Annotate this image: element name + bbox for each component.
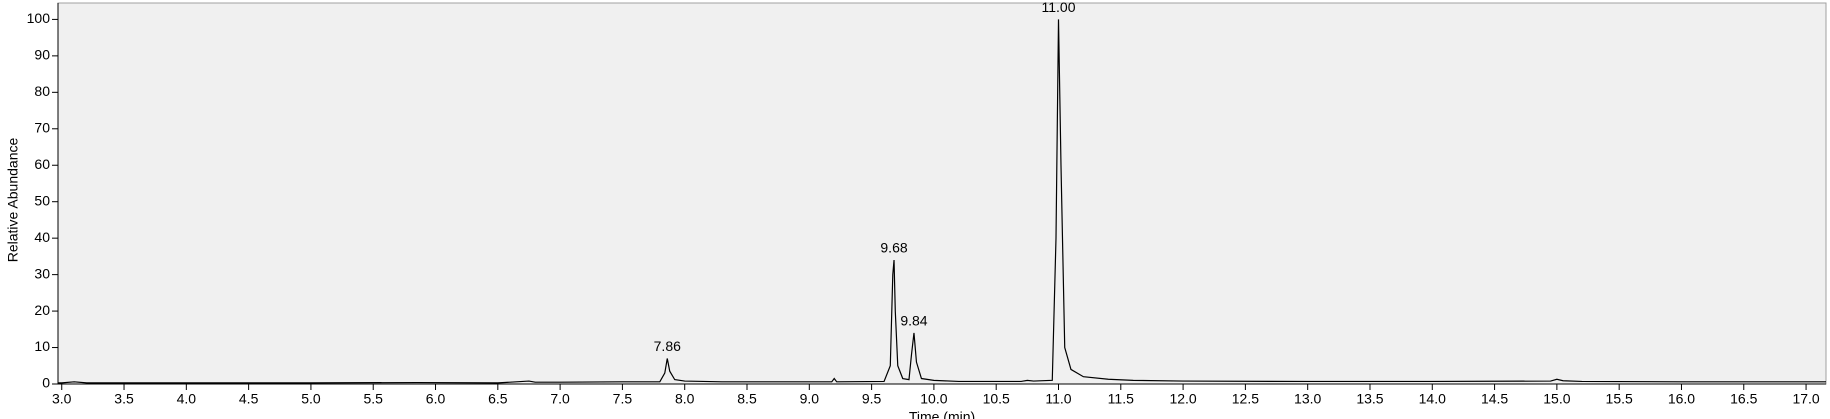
x-tick-label: 6.0 [426, 391, 446, 407]
plot-area [57, 2, 1827, 385]
x-tick-label: 11.0 [1045, 391, 1071, 407]
x-tick-label: 15.5 [1606, 391, 1633, 407]
x-tick-label: 10.5 [983, 391, 1010, 407]
x-tick-label: 12.0 [1169, 391, 1196, 407]
x-tick-label: 8.5 [737, 391, 757, 407]
y-tick-label: 90 [34, 47, 50, 63]
x-tick-label: 14.0 [1419, 391, 1446, 407]
x-tick-label: 4.0 [177, 391, 197, 407]
y-tick-label: 0 [42, 375, 50, 391]
peak-label: 9.68 [880, 240, 907, 256]
x-tick-label: 10.0 [920, 391, 947, 407]
x-axis-label: Time (min) [909, 409, 975, 419]
x-tick-label: 11.5 [1108, 391, 1134, 407]
x-tick-label: 12.5 [1232, 391, 1259, 407]
peak-label: 9.84 [900, 313, 927, 329]
x-tick-label: 3.5 [114, 391, 134, 407]
y-tick-label: 70 [34, 119, 50, 135]
x-tick-label: 17.0 [1792, 391, 1819, 407]
x-tick-label: 7.0 [550, 391, 570, 407]
x-tick-label: 7.5 [613, 391, 633, 407]
x-tick-label: 6.5 [488, 391, 508, 407]
x-tick-label: 5.0 [301, 391, 321, 407]
peak-label: 7.86 [654, 338, 681, 354]
y-tick-label: 10 [34, 338, 50, 354]
x-tick-label: 16.0 [1668, 391, 1695, 407]
y-tick-label: 100 [27, 10, 51, 26]
x-tick-label: 4.5 [239, 391, 259, 407]
x-tick-label: 13.0 [1294, 391, 1321, 407]
y-tick-label: 50 [34, 192, 50, 208]
x-tick-label: 16.5 [1730, 391, 1757, 407]
chromatogram-line [58, 19, 1826, 384]
x-tick-label: 5.5 [363, 391, 383, 407]
x-tick-label: 13.5 [1356, 391, 1383, 407]
x-tick-label: 9.5 [862, 391, 882, 407]
x-tick-label: 3.0 [52, 391, 72, 407]
peak-label: 11.00 [1041, 0, 1075, 15]
y-axis-label: Relative Abundance [5, 138, 21, 263]
y-tick-label: 40 [34, 229, 50, 245]
x-tick-label: 9.0 [800, 391, 820, 407]
x-tick-label: 8.0 [675, 391, 695, 407]
y-tick-label: 80 [34, 83, 50, 99]
y-tick-label: 20 [34, 302, 50, 318]
y-tick-label: 30 [34, 265, 50, 281]
x-tick-label: 15.0 [1543, 391, 1570, 407]
x-tick-label: 14.5 [1481, 391, 1508, 407]
y-tick-label: 60 [34, 156, 50, 172]
